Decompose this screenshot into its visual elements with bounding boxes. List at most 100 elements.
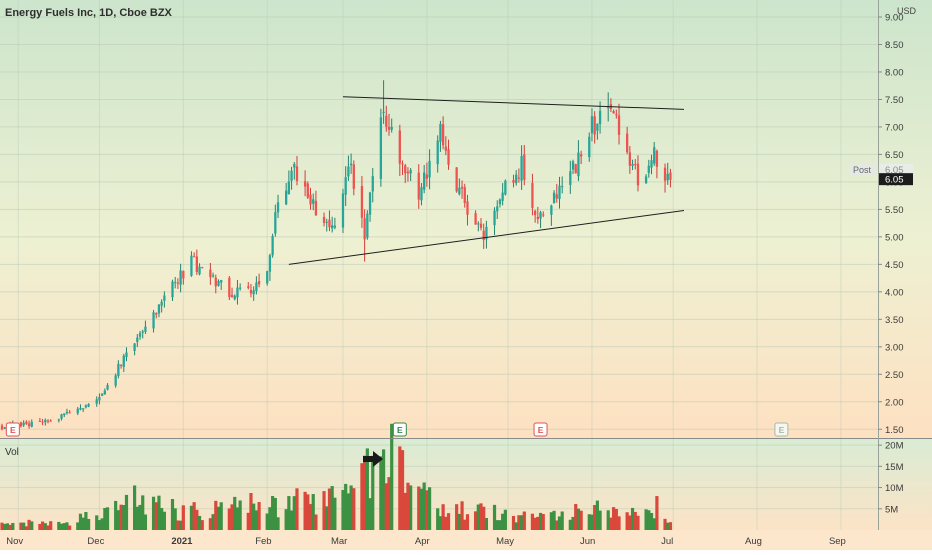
candle-body <box>612 111 615 114</box>
candle-body <box>268 255 272 272</box>
volume-bar <box>141 495 145 530</box>
volume-bar <box>122 504 126 530</box>
candle-body <box>44 420 47 423</box>
earnings-marker[interactable] <box>774 422 789 437</box>
price-tick-label: 4.00 <box>885 287 904 298</box>
volume-bar <box>352 488 356 530</box>
volume-bar <box>38 523 42 530</box>
candle-body <box>531 182 534 208</box>
volume-bar <box>363 455 367 530</box>
volume-bar <box>268 507 272 530</box>
volume-bar <box>8 524 12 530</box>
candle-body <box>38 420 42 422</box>
volume-bar <box>409 485 413 530</box>
volume-bar <box>43 523 47 530</box>
volume-bar <box>457 513 461 530</box>
last-price-value: 6.05 <box>885 175 904 186</box>
volume-bar <box>557 516 562 530</box>
volume-tick-label: 15M <box>885 462 904 473</box>
candle-body <box>228 277 231 298</box>
candle-body <box>309 194 312 205</box>
volume-bar <box>598 510 602 530</box>
volume-bar <box>116 510 120 530</box>
volume-bar <box>311 494 315 530</box>
candle-body <box>428 160 431 178</box>
volume-bar <box>655 496 659 530</box>
earnings-marker-label: E <box>397 425 403 435</box>
volume-bar <box>230 504 234 530</box>
volume-bar <box>195 509 199 530</box>
candle-body <box>114 375 117 386</box>
volume-bar <box>330 486 334 530</box>
volume-bar <box>533 517 537 530</box>
candle-body <box>41 421 44 423</box>
volume-bar <box>652 518 656 530</box>
candle-body <box>406 171 410 174</box>
trendline[interactable] <box>288 209 685 265</box>
volume-bar <box>495 520 499 530</box>
price-tick-label: 8.50 <box>885 40 904 51</box>
candle-body <box>498 199 502 205</box>
trendline[interactable] <box>342 96 684 110</box>
price-axis[interactable]: 9.008.508.007.507.006.506.005.505.004.50… <box>878 13 904 436</box>
volume-bar <box>114 500 118 530</box>
volume-bar <box>287 496 291 530</box>
time-axis[interactable]: Nov Dec 2021 Feb Mar Apr May Jun Jul Aug Sep <box>6 536 846 547</box>
volume-bar <box>162 511 166 530</box>
volume-bar <box>417 486 421 530</box>
candle-body <box>312 199 315 204</box>
volume-bar <box>306 494 310 530</box>
candle-body <box>160 301 163 306</box>
candle-body <box>485 226 488 240</box>
volume-bar <box>614 509 618 530</box>
volume-bar <box>124 494 129 530</box>
price-tick-label: 5.00 <box>885 232 904 243</box>
candle-body <box>352 164 355 189</box>
volume-bar <box>522 511 526 530</box>
candle-body <box>25 421 28 424</box>
candle-body <box>401 163 404 165</box>
candle-body <box>577 152 580 177</box>
volume-bar <box>644 509 648 530</box>
earnings-marker[interactable] <box>5 422 20 437</box>
candle-body <box>655 150 659 167</box>
candle-body <box>347 166 350 177</box>
candle-body <box>155 312 158 315</box>
volume-bar <box>571 516 575 530</box>
candle-body <box>295 166 299 181</box>
candle-body <box>198 266 201 275</box>
candle-body <box>100 393 104 396</box>
volume-bar <box>503 509 507 530</box>
volume-bar <box>593 505 597 530</box>
candle-body <box>249 290 253 294</box>
volume-bar <box>552 510 556 530</box>
price-tick-label: 3.50 <box>885 315 904 326</box>
candle-body <box>571 161 575 170</box>
earnings-marker[interactable] <box>533 422 548 437</box>
candle-body <box>523 154 526 180</box>
grid-lines <box>0 0 878 530</box>
candle-body <box>404 165 407 174</box>
trendlines[interactable] <box>288 96 685 265</box>
volume-bar <box>192 502 196 530</box>
candle-body <box>133 343 136 351</box>
candle-body <box>382 111 385 114</box>
volume-bar <box>541 513 545 530</box>
candle-body <box>87 404 90 407</box>
volume-bar <box>590 514 594 530</box>
volume-bar <box>157 495 161 530</box>
earnings-marker[interactable] <box>392 422 407 437</box>
volume-bar <box>574 504 578 530</box>
candle-body <box>439 123 442 142</box>
candle-body <box>588 136 591 158</box>
volume-bar <box>520 515 524 530</box>
volume-bar <box>46 525 50 530</box>
volume-bar <box>233 496 237 530</box>
volume-bar <box>444 516 448 530</box>
candle-body <box>106 385 109 390</box>
candle-body <box>179 270 182 285</box>
volume-axis[interactable]: 20M 15M 10M 5M <box>878 441 904 516</box>
